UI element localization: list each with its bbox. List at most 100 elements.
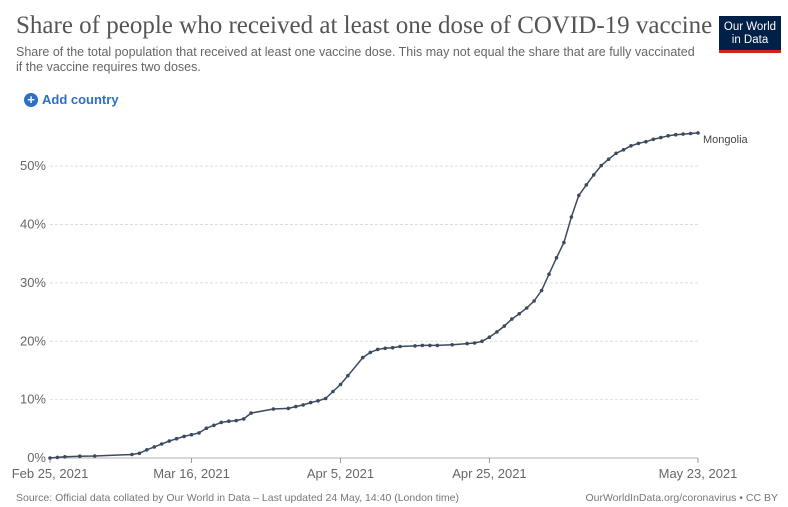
data-point[interactable] — [390, 345, 395, 350]
x-tick-label: Apr 25, 2021 — [452, 466, 526, 481]
data-point[interactable] — [487, 335, 492, 340]
data-point[interactable] — [294, 404, 298, 409]
attribution-link[interactable]: OurWorldInData.org/coronavirus • CC BY — [585, 492, 778, 504]
data-point[interactable] — [249, 411, 253, 415]
data-point[interactable] — [55, 455, 60, 460]
data-point[interactable] — [159, 442, 164, 446]
data-point[interactable] — [204, 426, 209, 431]
x-tick-label: Apr 5, 2021 — [307, 466, 374, 481]
data-point[interactable] — [696, 131, 700, 135]
data-point[interactable] — [644, 139, 648, 144]
series-mongolia[interactable]: Mongolia — [48, 131, 749, 460]
data-point[interactable] — [428, 343, 432, 348]
data-point[interactable] — [368, 350, 373, 355]
data-point[interactable] — [524, 306, 529, 310]
add-country-label: Add country — [42, 92, 119, 107]
data-point[interactable] — [666, 134, 670, 138]
data-point[interactable] — [539, 288, 544, 293]
data-point[interactable] — [450, 343, 455, 347]
data-point[interactable] — [63, 455, 67, 459]
data-point[interactable] — [241, 417, 246, 421]
data-point[interactable] — [681, 132, 685, 136]
data-point[interactable] — [227, 419, 231, 424]
data-point[interactable] — [234, 418, 238, 423]
data-point[interactable] — [92, 454, 97, 458]
data-point[interactable] — [562, 240, 566, 245]
data-point[interactable] — [413, 344, 417, 348]
data-point[interactable] — [480, 339, 484, 344]
data-point[interactable] — [577, 193, 581, 198]
add-country-button[interactable]: + Add country — [24, 92, 119, 107]
data-point[interactable] — [629, 144, 633, 148]
data-point[interactable] — [301, 403, 306, 407]
data-point[interactable] — [331, 389, 335, 394]
data-point[interactable] — [547, 272, 551, 277]
data-point[interactable] — [346, 373, 350, 378]
line-chart[interactable]: 0% 10% 20% 30% 40% 50% Feb 25, 2021 Mar 16, 202… — [0, 0, 788, 490]
data-point[interactable] — [78, 454, 82, 459]
data-point[interactable] — [308, 400, 313, 405]
y-tick-label: 40% — [20, 217, 46, 232]
y-tick-label: 10% — [20, 392, 46, 407]
data-point[interactable] — [420, 343, 425, 348]
data-point[interactable] — [174, 436, 179, 441]
data-point[interactable] — [472, 341, 477, 345]
chart-subtitle: Share of the total population that recei… — [16, 45, 695, 74]
data-point[interactable] — [398, 344, 402, 349]
data-point[interactable] — [554, 255, 559, 260]
data-point[interactable] — [197, 431, 201, 435]
data-point[interactable] — [182, 434, 186, 439]
data-point[interactable] — [338, 382, 343, 387]
data-point[interactable] — [375, 347, 380, 352]
data-point[interactable] — [591, 173, 596, 177]
series-end-label: Mongolia — [703, 134, 749, 146]
x-tick-label: Mar 16, 2021 — [153, 466, 230, 481]
data-point[interactable] — [584, 183, 589, 187]
grid-lines — [50, 165, 698, 459]
x-tick-label: May 23, 2021 — [659, 466, 738, 481]
data-point[interactable] — [599, 163, 603, 168]
logo-line-1: Our World — [723, 21, 777, 33]
data-point[interactable] — [383, 346, 388, 351]
chart-title: Share of people who received at least on… — [16, 12, 713, 39]
data-point[interactable] — [130, 452, 134, 457]
data-point[interactable] — [323, 396, 328, 401]
data-point[interactable] — [688, 131, 693, 136]
x-tick-label: Feb 25, 2021 — [12, 466, 89, 481]
data-point[interactable] — [517, 312, 521, 316]
data-point[interactable] — [271, 407, 276, 411]
data-point[interactable] — [167, 439, 171, 443]
data-point[interactable] — [145, 448, 149, 452]
data-point[interactable] — [495, 330, 499, 334]
data-point[interactable] — [502, 324, 507, 328]
data-point[interactable] — [651, 137, 656, 142]
data-point[interactable] — [569, 215, 574, 219]
y-tick-label: 50% — [20, 158, 46, 173]
series-line[interactable] — [49, 132, 699, 459]
data-point[interactable] — [606, 157, 611, 161]
data-point[interactable] — [636, 141, 641, 146]
data-point[interactable] — [152, 445, 157, 449]
data-point[interactable] — [510, 317, 514, 321]
data-point[interactable] — [137, 451, 142, 456]
data-point[interactable] — [361, 355, 365, 360]
y-tick-label: 20% — [20, 333, 46, 348]
data-point[interactable] — [614, 151, 618, 156]
y-tick-label: 30% — [20, 275, 46, 290]
data-point[interactable] — [532, 299, 536, 303]
data-point[interactable] — [465, 341, 469, 346]
plus-circle-icon: + — [24, 92, 38, 107]
data-point[interactable] — [212, 423, 216, 428]
data-point[interactable] — [659, 135, 663, 140]
data-point[interactable] — [189, 432, 194, 437]
data-point[interactable] — [286, 406, 291, 411]
data-point[interactable] — [621, 148, 626, 152]
owid-logo[interactable]: Our World in Data — [719, 16, 781, 53]
data-point[interactable] — [673, 132, 678, 137]
y-tick-label: 0% — [27, 450, 46, 465]
logo-line-2: in Data — [731, 34, 769, 46]
data-point[interactable] — [219, 420, 224, 425]
data-point[interactable] — [435, 343, 440, 348]
data-point[interactable] — [316, 399, 320, 403]
data-point[interactable] — [48, 456, 52, 460]
